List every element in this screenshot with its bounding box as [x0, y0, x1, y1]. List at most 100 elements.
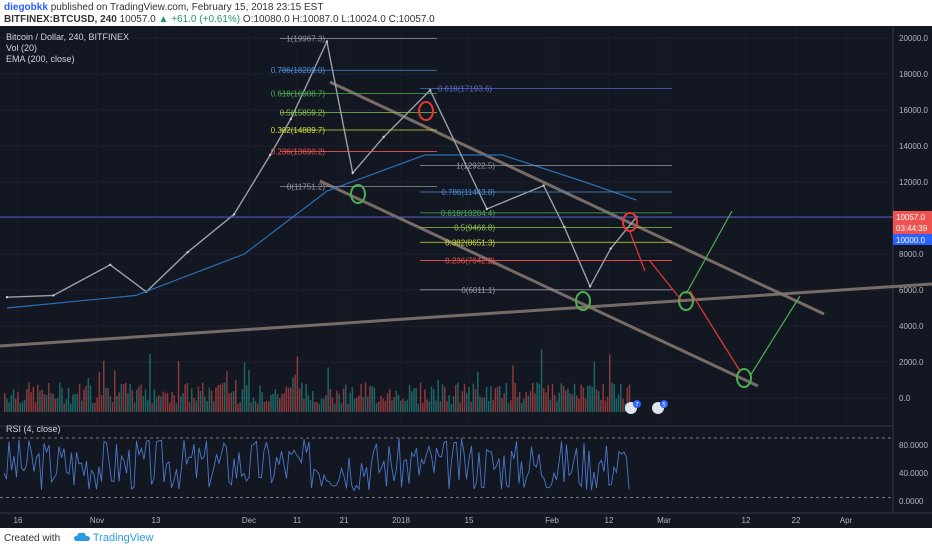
volume-bar — [334, 403, 336, 412]
tradingview-brand[interactable]: TradingView — [74, 532, 153, 544]
projection-arrow — [629, 231, 646, 272]
volume-bar — [316, 402, 318, 412]
y-tick-label: 4000.0 — [899, 322, 924, 331]
volume-bar — [466, 392, 468, 412]
tradingview-cloud-icon — [74, 532, 90, 541]
chart-area[interactable]: 20000.0 18000.0 16000.0 14000.0 12000.0 10000… — [0, 26, 932, 528]
fib-upper-label: 0.786(18209.0) — [271, 66, 326, 75]
volume-bar — [254, 400, 257, 412]
volume-bar — [380, 395, 382, 412]
volume-bar — [224, 382, 226, 412]
volume-bar — [450, 403, 453, 412]
volume-bar — [492, 399, 494, 412]
volume-bar — [470, 401, 472, 412]
volume-bar — [52, 394, 54, 412]
price-point — [485, 207, 489, 211]
volume-bar — [351, 387, 354, 412]
volume-bar — [499, 385, 501, 412]
legend-ema[interactable]: EMA (200, close) — [6, 54, 75, 64]
volume-bar — [525, 392, 527, 412]
volume-bar — [483, 397, 486, 412]
volume-bar — [48, 382, 50, 412]
event-count-label: 5 — [662, 403, 666, 409]
volume-bar — [294, 374, 296, 412]
volume-bar — [441, 384, 444, 412]
volume-bar — [107, 388, 109, 412]
volume-bar — [312, 391, 314, 412]
price-chart[interactable]: 20000.0 18000.0 16000.0 14000.0 12000.0 10000… — [0, 26, 932, 528]
volume-bar — [111, 402, 114, 412]
volume-bar — [347, 403, 349, 412]
volume-bar — [114, 370, 116, 412]
volume-bar — [307, 394, 310, 412]
volume-bar — [604, 400, 607, 412]
rsi-tick-label: 40.0000 — [899, 469, 928, 478]
volume-bar — [320, 398, 323, 412]
volume-bar — [543, 388, 545, 412]
fib-upper-label: 0(11751.2) — [287, 182, 325, 191]
y-tick-label: 8000.0 — [899, 250, 924, 259]
volume-bar — [120, 384, 123, 412]
volume-bar — [382, 398, 384, 412]
volume-bar — [210, 390, 213, 412]
fib-lower-label: 1(12922.5) — [456, 161, 495, 170]
volume-bar — [626, 387, 629, 412]
volume-bar — [459, 402, 461, 412]
volume-bar — [259, 385, 261, 412]
legend-volume[interactable]: Vol (20) — [6, 43, 38, 53]
last-price: 10057.0 — [119, 14, 156, 25]
author-link[interactable]: diegobkk — [4, 2, 48, 13]
countdown-tag — [893, 222, 932, 234]
volume-bar — [547, 384, 549, 412]
fib-upper-label: 0.618(16908.7) — [271, 90, 326, 99]
volume-bar — [155, 397, 158, 412]
volume-bar — [226, 371, 228, 412]
x-tick-label: 2018 — [392, 516, 410, 525]
projection-arrow — [749, 295, 801, 377]
price-point — [609, 247, 612, 250]
volume-bar — [94, 402, 96, 412]
x-tick-label: Mar — [657, 516, 671, 525]
volume-bar — [39, 390, 41, 412]
volume-bar — [118, 392, 120, 412]
volume-bar — [92, 402, 94, 412]
volume-bar — [292, 377, 294, 412]
volume-bar — [446, 401, 448, 412]
volume-bar — [463, 383, 466, 412]
volume-bar — [457, 382, 459, 412]
volume-bar — [461, 391, 464, 412]
volume-bar — [17, 391, 19, 412]
volume-bar — [523, 398, 525, 412]
volume-bar — [177, 361, 180, 412]
volume-bar — [602, 384, 604, 412]
volume-bar — [488, 401, 490, 412]
volume-bar — [540, 349, 543, 412]
volume-bar — [364, 382, 367, 412]
volume-bar — [479, 396, 481, 412]
x-tick-label: Nov — [90, 516, 104, 525]
volume-bar — [43, 394, 46, 412]
volume-bar — [419, 382, 422, 412]
y-tick-label: 12000.0 — [899, 178, 928, 187]
price-point — [428, 89, 432, 92]
volume-bar — [204, 396, 206, 412]
current-price-label: 10057.0 — [896, 213, 925, 222]
volume-bar — [439, 401, 442, 412]
volume-bar — [265, 400, 268, 412]
volume-bar — [338, 393, 340, 412]
volume-bar — [175, 403, 178, 412]
volume-bar — [45, 394, 48, 412]
volume-bar — [56, 398, 59, 412]
volume-bar — [549, 399, 552, 412]
volume-bar — [87, 378, 90, 412]
legend-rsi[interactable]: RSI (4, close) — [6, 424, 61, 434]
volume-bars — [4, 349, 631, 412]
volume-bar — [151, 403, 153, 412]
volume-bar — [600, 399, 602, 412]
volume-bar — [232, 391, 235, 412]
volume-bar — [142, 395, 145, 412]
volume-bar — [173, 395, 175, 412]
projection-arrow — [685, 210, 733, 295]
volume-bar — [375, 403, 378, 412]
volume-bar — [76, 393, 79, 412]
